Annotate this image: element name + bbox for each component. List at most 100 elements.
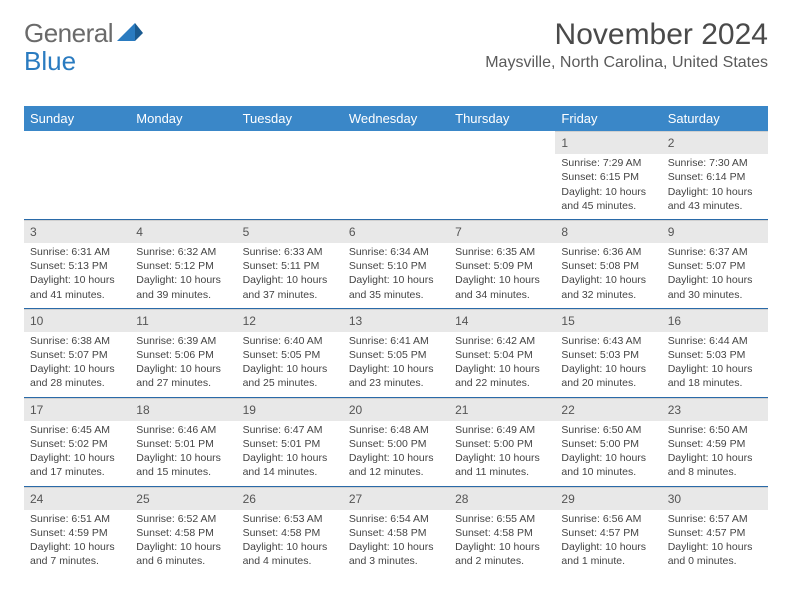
day-content: Sunrise: 7:30 AMSunset: 6:14 PMDaylight:… <box>662 154 768 219</box>
sunrise-text: Sunrise: 6:34 AM <box>349 245 443 259</box>
day-content: Sunrise: 6:32 AMSunset: 5:12 PMDaylight:… <box>130 243 236 308</box>
calendar-table: Sunday Monday Tuesday Wednesday Thursday… <box>24 106 768 574</box>
day-number: 18 <box>130 398 236 421</box>
day-number: 13 <box>343 309 449 332</box>
daylight-text: Daylight: 10 hours and 30 minutes. <box>668 273 762 301</box>
calendar-cell: 15Sunrise: 6:43 AMSunset: 5:03 PMDayligh… <box>555 308 661 397</box>
calendar-cell: 30Sunrise: 6:57 AMSunset: 4:57 PMDayligh… <box>662 486 768 574</box>
sunset-text: Sunset: 4:59 PM <box>30 526 124 540</box>
day-header-row: Sunday Monday Tuesday Wednesday Thursday… <box>24 106 768 131</box>
sunrise-text: Sunrise: 6:49 AM <box>455 423 549 437</box>
calendar-cell: 9Sunrise: 6:37 AMSunset: 5:07 PMDaylight… <box>662 219 768 308</box>
day-content: Sunrise: 7:29 AMSunset: 6:15 PMDaylight:… <box>555 154 661 219</box>
sunset-text: Sunset: 6:15 PM <box>561 170 655 184</box>
calendar-cell: 2Sunrise: 7:30 AMSunset: 6:14 PMDaylight… <box>662 131 768 219</box>
calendar-cell: 13Sunrise: 6:41 AMSunset: 5:05 PMDayligh… <box>343 308 449 397</box>
calendar-row: 17Sunrise: 6:45 AMSunset: 5:02 PMDayligh… <box>24 397 768 486</box>
sunrise-text: Sunrise: 6:33 AM <box>243 245 337 259</box>
month-title: November 2024 <box>485 18 768 52</box>
day-number: 26 <box>237 487 343 510</box>
calendar-row: .....1Sunrise: 7:29 AMSunset: 6:15 PMDay… <box>24 131 768 219</box>
day-content: Sunrise: 6:42 AMSunset: 5:04 PMDaylight:… <box>449 332 555 397</box>
daylight-text: Daylight: 10 hours and 18 minutes. <box>668 362 762 390</box>
daylight-text: Daylight: 10 hours and 45 minutes. <box>561 185 655 213</box>
day-content: Sunrise: 6:48 AMSunset: 5:00 PMDaylight:… <box>343 421 449 486</box>
sunset-text: Sunset: 5:03 PM <box>668 348 762 362</box>
day-number: 19 <box>237 398 343 421</box>
daylight-text: Daylight: 10 hours and 2 minutes. <box>455 540 549 568</box>
day-content: Sunrise: 6:40 AMSunset: 5:05 PMDaylight:… <box>237 332 343 397</box>
day-number: 29 <box>555 487 661 510</box>
daylight-text: Daylight: 10 hours and 20 minutes. <box>561 362 655 390</box>
location: Maysville, North Carolina, United States <box>485 54 768 72</box>
calendar-cell: 22Sunrise: 6:50 AMSunset: 5:00 PMDayligh… <box>555 397 661 486</box>
sunset-text: Sunset: 5:12 PM <box>136 259 230 273</box>
daylight-text: Daylight: 10 hours and 6 minutes. <box>136 540 230 568</box>
sunrise-text: Sunrise: 6:52 AM <box>136 512 230 526</box>
sunrise-text: Sunrise: 6:46 AM <box>136 423 230 437</box>
calendar-row: 3Sunrise: 6:31 AMSunset: 5:13 PMDaylight… <box>24 219 768 308</box>
sunrise-text: Sunrise: 6:43 AM <box>561 334 655 348</box>
calendar-cell: 5Sunrise: 6:33 AMSunset: 5:11 PMDaylight… <box>237 219 343 308</box>
logo-text-general: General <box>24 18 113 49</box>
sunset-text: Sunset: 5:06 PM <box>136 348 230 362</box>
daylight-text: Daylight: 10 hours and 43 minutes. <box>668 185 762 213</box>
sunset-text: Sunset: 6:14 PM <box>668 170 762 184</box>
day-number: 2 <box>662 131 768 154</box>
day-content: Sunrise: 6:56 AMSunset: 4:57 PMDaylight:… <box>555 510 661 575</box>
daylight-text: Daylight: 10 hours and 39 minutes. <box>136 273 230 301</box>
day-number: 24 <box>24 487 130 510</box>
calendar-cell: 28Sunrise: 6:55 AMSunset: 4:58 PMDayligh… <box>449 486 555 574</box>
calendar-cell: 26Sunrise: 6:53 AMSunset: 4:58 PMDayligh… <box>237 486 343 574</box>
sunrise-text: Sunrise: 6:37 AM <box>668 245 762 259</box>
sunset-text: Sunset: 5:08 PM <box>561 259 655 273</box>
sunrise-text: Sunrise: 6:56 AM <box>561 512 655 526</box>
sunrise-text: Sunrise: 6:31 AM <box>30 245 124 259</box>
sunrise-text: Sunrise: 6:44 AM <box>668 334 762 348</box>
day-content: Sunrise: 6:51 AMSunset: 4:59 PMDaylight:… <box>24 510 130 575</box>
sunrise-text: Sunrise: 6:50 AM <box>668 423 762 437</box>
daylight-text: Daylight: 10 hours and 28 minutes. <box>30 362 124 390</box>
day-content: Sunrise: 6:35 AMSunset: 5:09 PMDaylight:… <box>449 243 555 308</box>
day-number: 7 <box>449 220 555 243</box>
day-content: Sunrise: 6:38 AMSunset: 5:07 PMDaylight:… <box>24 332 130 397</box>
daylight-text: Daylight: 10 hours and 32 minutes. <box>561 273 655 301</box>
day-header: Thursday <box>449 106 555 131</box>
day-number: 12 <box>237 309 343 332</box>
calendar-cell: 25Sunrise: 6:52 AMSunset: 4:58 PMDayligh… <box>130 486 236 574</box>
sunset-text: Sunset: 4:58 PM <box>455 526 549 540</box>
sunrise-text: Sunrise: 6:36 AM <box>561 245 655 259</box>
day-content: Sunrise: 6:33 AMSunset: 5:11 PMDaylight:… <box>237 243 343 308</box>
logo: General <box>24 18 143 49</box>
calendar-cell: 8Sunrise: 6:36 AMSunset: 5:08 PMDaylight… <box>555 219 661 308</box>
day-content: Sunrise: 6:37 AMSunset: 5:07 PMDaylight:… <box>662 243 768 308</box>
daylight-text: Daylight: 10 hours and 11 minutes. <box>455 451 549 479</box>
calendar-cell: 3Sunrise: 6:31 AMSunset: 5:13 PMDaylight… <box>24 219 130 308</box>
daylight-text: Daylight: 10 hours and 34 minutes. <box>455 273 549 301</box>
day-content: Sunrise: 6:31 AMSunset: 5:13 PMDaylight:… <box>24 243 130 308</box>
day-number: 21 <box>449 398 555 421</box>
daylight-text: Daylight: 10 hours and 10 minutes. <box>561 451 655 479</box>
day-content: Sunrise: 6:34 AMSunset: 5:10 PMDaylight:… <box>343 243 449 308</box>
sunset-text: Sunset: 5:00 PM <box>349 437 443 451</box>
day-number: 10 <box>24 309 130 332</box>
sunrise-text: Sunrise: 6:55 AM <box>455 512 549 526</box>
sunrise-text: Sunrise: 6:41 AM <box>349 334 443 348</box>
sunset-text: Sunset: 4:58 PM <box>243 526 337 540</box>
calendar-cell: . <box>237 131 343 219</box>
day-content: Sunrise: 6:47 AMSunset: 5:01 PMDaylight:… <box>237 421 343 486</box>
day-header: Saturday <box>662 106 768 131</box>
calendar-cell: 1Sunrise: 7:29 AMSunset: 6:15 PMDaylight… <box>555 131 661 219</box>
calendar-cell: 21Sunrise: 6:49 AMSunset: 5:00 PMDayligh… <box>449 397 555 486</box>
calendar-row: 10Sunrise: 6:38 AMSunset: 5:07 PMDayligh… <box>24 308 768 397</box>
sunset-text: Sunset: 4:59 PM <box>668 437 762 451</box>
calendar-cell: 16Sunrise: 6:44 AMSunset: 5:03 PMDayligh… <box>662 308 768 397</box>
day-number: 14 <box>449 309 555 332</box>
sunrise-text: Sunrise: 6:57 AM <box>668 512 762 526</box>
day-content: Sunrise: 6:55 AMSunset: 4:58 PMDaylight:… <box>449 510 555 575</box>
sunrise-text: Sunrise: 6:45 AM <box>30 423 124 437</box>
sunset-text: Sunset: 5:07 PM <box>30 348 124 362</box>
sunset-text: Sunset: 5:07 PM <box>668 259 762 273</box>
calendar-cell: 29Sunrise: 6:56 AMSunset: 4:57 PMDayligh… <box>555 486 661 574</box>
sunset-text: Sunset: 5:01 PM <box>136 437 230 451</box>
